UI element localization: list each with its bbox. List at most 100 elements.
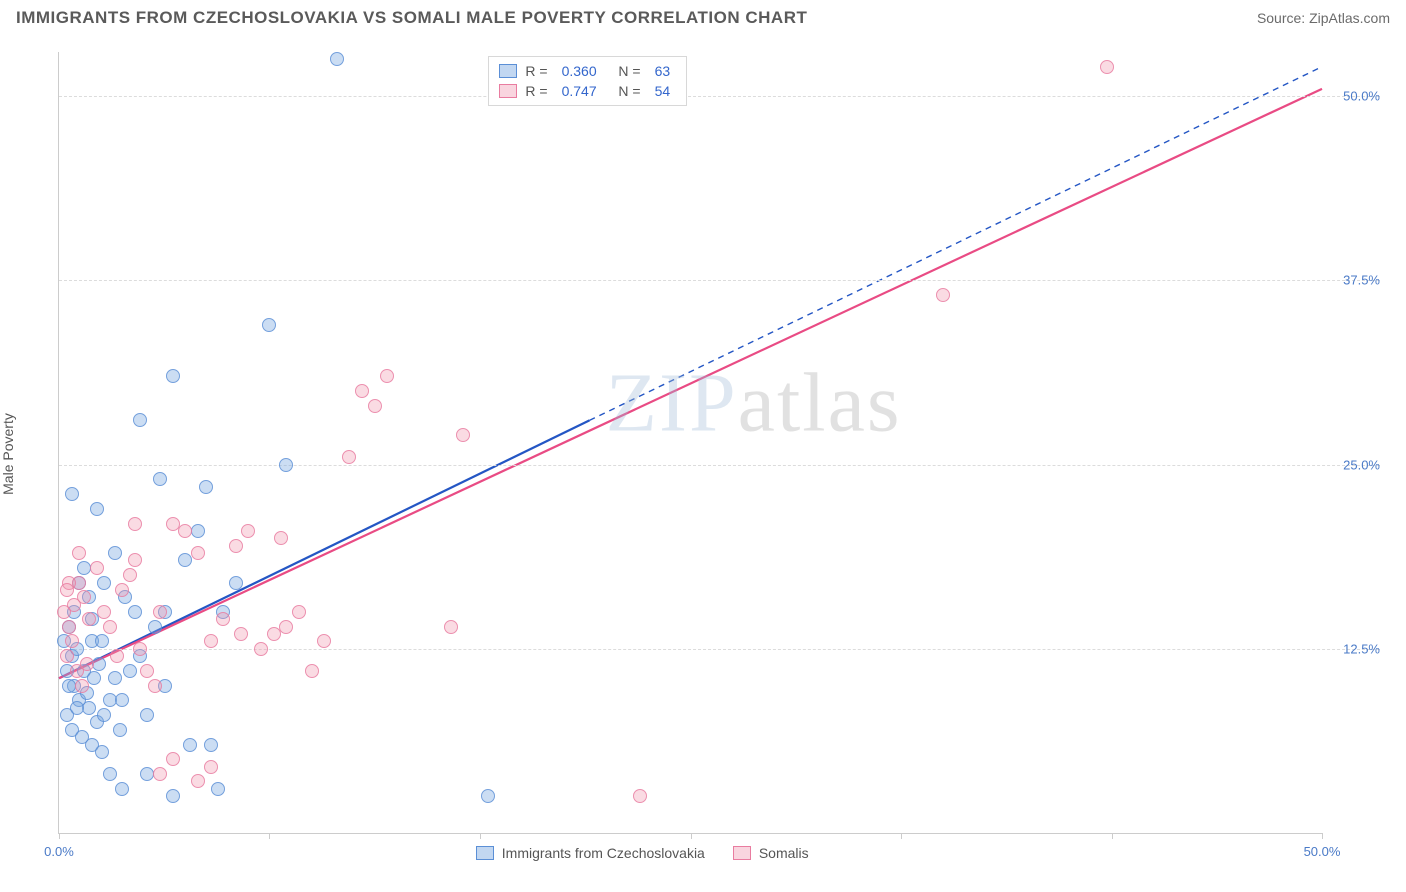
data-point-a bbox=[153, 472, 167, 486]
gridline bbox=[59, 465, 1380, 466]
data-point-a bbox=[97, 708, 111, 722]
y-tick-label: 12.5% bbox=[1328, 641, 1380, 656]
data-point-b bbox=[77, 590, 91, 604]
data-point-b bbox=[103, 620, 117, 634]
x-tick bbox=[1112, 833, 1113, 839]
data-point-a bbox=[191, 524, 205, 538]
legend-row-b: R = 0.747 N = 54 bbox=[499, 81, 676, 101]
data-point-b bbox=[936, 288, 950, 302]
data-point-a bbox=[481, 789, 495, 803]
swatch-b bbox=[733, 846, 751, 860]
watermark-bold: ZIP bbox=[606, 357, 738, 450]
data-point-b bbox=[234, 627, 248, 641]
legend-item-b: Somalis bbox=[733, 845, 809, 861]
data-point-a bbox=[70, 701, 84, 715]
data-point-b bbox=[133, 642, 147, 656]
data-point-b bbox=[90, 561, 104, 575]
n-value-b: 54 bbox=[655, 83, 671, 99]
data-point-a bbox=[87, 671, 101, 685]
data-point-a bbox=[330, 52, 344, 66]
data-point-b bbox=[60, 583, 74, 597]
data-point-b bbox=[241, 524, 255, 538]
data-point-b bbox=[128, 517, 142, 531]
data-point-a bbox=[95, 634, 109, 648]
data-point-b bbox=[216, 612, 230, 626]
data-point-a bbox=[178, 553, 192, 567]
watermark: ZIPatlas bbox=[606, 355, 902, 452]
data-point-b bbox=[60, 649, 74, 663]
data-point-a bbox=[128, 605, 142, 619]
data-point-b bbox=[82, 612, 96, 626]
n-label: N = bbox=[611, 83, 641, 99]
chart-title: IMMIGRANTS FROM CZECHOSLOVAKIA VS SOMALI… bbox=[16, 8, 807, 28]
data-point-b bbox=[57, 605, 71, 619]
data-point-b bbox=[62, 620, 76, 634]
r-value-b: 0.747 bbox=[562, 83, 597, 99]
data-point-a bbox=[166, 369, 180, 383]
x-tick-label: 50.0% bbox=[1304, 844, 1341, 859]
data-point-a bbox=[148, 620, 162, 634]
x-tick bbox=[1322, 833, 1323, 839]
data-point-b bbox=[342, 450, 356, 464]
gridline bbox=[59, 96, 1380, 97]
data-point-b bbox=[633, 789, 647, 803]
data-point-b bbox=[229, 539, 243, 553]
r-label: R = bbox=[525, 63, 547, 79]
data-point-b bbox=[80, 657, 94, 671]
data-point-b bbox=[317, 634, 331, 648]
data-point-a bbox=[204, 738, 218, 752]
data-point-b bbox=[153, 605, 167, 619]
data-point-a bbox=[140, 708, 154, 722]
data-point-b bbox=[166, 752, 180, 766]
data-point-a bbox=[183, 738, 197, 752]
swatch-a bbox=[499, 64, 517, 78]
data-point-b bbox=[128, 553, 142, 567]
data-point-b bbox=[292, 605, 306, 619]
data-point-b bbox=[254, 642, 268, 656]
data-point-a bbox=[199, 480, 213, 494]
data-point-b bbox=[267, 627, 281, 641]
data-point-b bbox=[178, 524, 192, 538]
y-tick-label: 25.0% bbox=[1328, 457, 1380, 472]
y-tick-label: 37.5% bbox=[1328, 273, 1380, 288]
x-tick bbox=[269, 833, 270, 839]
r-value-a: 0.360 bbox=[562, 63, 597, 79]
trend-lines bbox=[59, 52, 1322, 833]
data-point-b bbox=[191, 546, 205, 560]
data-point-a bbox=[108, 546, 122, 560]
data-point-b bbox=[72, 546, 86, 560]
data-point-b bbox=[123, 568, 137, 582]
x-tick bbox=[691, 833, 692, 839]
plot-region: ZIPatlas R = 0.360 N = 63 R = 0.747 N = … bbox=[58, 52, 1322, 834]
r-label: R = bbox=[525, 83, 547, 99]
series-legend: Immigrants from Czechoslovakia Somalis bbox=[476, 845, 809, 861]
data-point-a bbox=[279, 458, 293, 472]
watermark-light: atlas bbox=[738, 357, 902, 450]
data-point-a bbox=[115, 693, 129, 707]
data-point-a bbox=[95, 745, 109, 759]
x-tick bbox=[480, 833, 481, 839]
data-point-a bbox=[103, 767, 117, 781]
data-point-b bbox=[204, 634, 218, 648]
data-point-a bbox=[90, 502, 104, 516]
trend-line-b bbox=[59, 89, 1322, 678]
data-point-b bbox=[148, 679, 162, 693]
legend-item-a: Immigrants from Czechoslovakia bbox=[476, 845, 705, 861]
data-point-a bbox=[92, 657, 106, 671]
data-point-a bbox=[65, 487, 79, 501]
gridline bbox=[59, 280, 1380, 281]
data-point-b bbox=[97, 605, 111, 619]
chart-header: IMMIGRANTS FROM CZECHOSLOVAKIA VS SOMALI… bbox=[0, 0, 1406, 32]
y-tick-label: 50.0% bbox=[1328, 89, 1380, 104]
data-point-a bbox=[113, 723, 127, 737]
legend-label-a: Immigrants from Czechoslovakia bbox=[502, 845, 705, 861]
data-point-b bbox=[355, 384, 369, 398]
data-point-a bbox=[211, 782, 225, 796]
data-point-b bbox=[279, 620, 293, 634]
trend-line-dashed-a bbox=[589, 67, 1322, 421]
data-point-b bbox=[191, 774, 205, 788]
data-point-a bbox=[262, 318, 276, 332]
correlation-legend: R = 0.360 N = 63 R = 0.747 N = 54 bbox=[488, 56, 687, 106]
data-point-b bbox=[204, 760, 218, 774]
source-attribution: Source: ZipAtlas.com bbox=[1257, 10, 1390, 26]
